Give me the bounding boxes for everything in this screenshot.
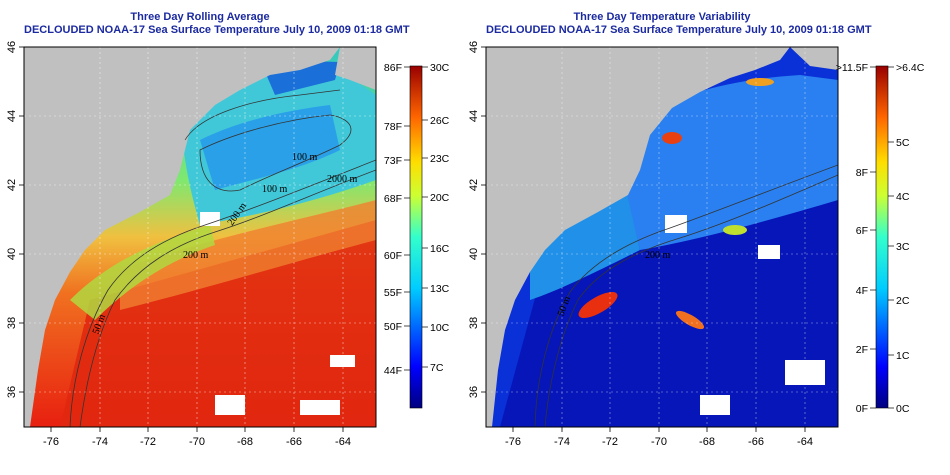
colorbar-label: 13C xyxy=(430,283,450,295)
sst-map-left xyxy=(24,47,376,427)
colorbar-label: 10C xyxy=(430,322,450,334)
colorbar-right xyxy=(875,65,889,409)
contour-label: 100 m xyxy=(292,152,318,163)
colorbar-label: >11.5F xyxy=(836,62,868,74)
x-tick-label: -76 xyxy=(505,436,521,448)
x-tick-label: -66 xyxy=(748,436,764,448)
contour-label: 100 m xyxy=(262,184,288,195)
map-frame-left xyxy=(23,46,377,428)
colorbar-label: 0F xyxy=(856,403,868,415)
colorbar-label: 5C xyxy=(896,137,910,149)
y-tick-label: 46 xyxy=(468,41,480,53)
colorbar-label: 68F xyxy=(384,193,402,205)
x-tick-label: -68 xyxy=(699,436,715,448)
colorbar-label: 2C xyxy=(896,295,910,307)
y-tick-label: 36 xyxy=(468,386,480,398)
y-tick-label: 40 xyxy=(6,248,18,260)
colorbar-label: 6F xyxy=(856,225,868,237)
y-tick-label: 36 xyxy=(6,386,18,398)
x-tick-label: -74 xyxy=(92,436,108,448)
contour-label: 200 m xyxy=(645,250,671,261)
contour-label: 2000 m xyxy=(327,174,358,185)
colorbar-label: 44F xyxy=(384,365,402,377)
x-tick-label: -64 xyxy=(797,436,813,448)
colorbar-label: 30C xyxy=(430,62,450,74)
colorbar-label: 20C xyxy=(430,192,450,204)
y-tick-label: 40 xyxy=(468,248,480,260)
colorbar-label: 0C xyxy=(896,403,910,415)
colorbar-label: 26C xyxy=(430,115,450,127)
x-tick-label: -70 xyxy=(651,436,667,448)
colorbar-label: 78F xyxy=(384,121,402,133)
y-tick-label: 44 xyxy=(468,110,480,122)
x-tick-label: -64 xyxy=(335,436,351,448)
y-tick-label: 44 xyxy=(6,110,18,122)
sst-map-right xyxy=(486,47,838,427)
colorbar-label: 60F xyxy=(384,250,402,262)
x-tick-label: -74 xyxy=(554,436,570,448)
colorbar-label: 16C xyxy=(430,243,450,255)
y-tick-label: 42 xyxy=(6,179,18,191)
y-tick-label: 38 xyxy=(468,317,480,329)
colorbar-left xyxy=(409,65,423,409)
panel-subtitle: DECLOUDED NOAA-17 Sea Surface Temperatur… xyxy=(486,24,872,36)
panel-title: Three Day Temperature Variability xyxy=(573,11,751,23)
x-tick-label: -76 xyxy=(43,436,59,448)
x-tick-label: -68 xyxy=(237,436,253,448)
x-tick-label: -72 xyxy=(602,436,618,448)
colorbar-label: 7C xyxy=(430,362,444,374)
y-tick-label: 46 xyxy=(6,41,18,53)
colorbar-label: 23C xyxy=(430,153,450,165)
x-tick-label: -72 xyxy=(140,436,156,448)
axes-right: -76 -74 -72 -70 -68 -66 -64 46 44 42 40 38 36 xyxy=(468,41,813,448)
colorbar-label: 4F xyxy=(856,285,868,297)
colorbar-label: 50F xyxy=(384,321,402,333)
colorbar-label: 8F xyxy=(856,167,868,179)
axes-left: -76 -74 -72 -70 -68 -66 -64 46 44 42 40 38 36 xyxy=(6,41,351,448)
colorbar-label: 3C xyxy=(896,241,910,253)
x-tick-label: -70 xyxy=(189,436,205,448)
colorbar-label: 2F xyxy=(856,344,868,356)
panel-title: Three Day Rolling Average xyxy=(130,11,270,23)
colorbar-label: 55F xyxy=(384,287,402,299)
y-tick-label: 42 xyxy=(468,179,480,191)
colorbar-label: 1C xyxy=(896,350,910,362)
colorbar-label: 73F xyxy=(384,155,402,167)
y-tick-label: 38 xyxy=(6,317,18,329)
colorbar-label: 86F xyxy=(384,62,402,74)
colorbar-label: >6.4C xyxy=(896,62,925,74)
colorbar-label: 4C xyxy=(896,191,910,203)
panel-subtitle: DECLOUDED NOAA-17 Sea Surface Temperatur… xyxy=(24,24,410,36)
map-frame-right xyxy=(485,46,839,428)
contour-label: 200 m xyxy=(183,250,209,261)
x-tick-label: -66 xyxy=(286,436,302,448)
